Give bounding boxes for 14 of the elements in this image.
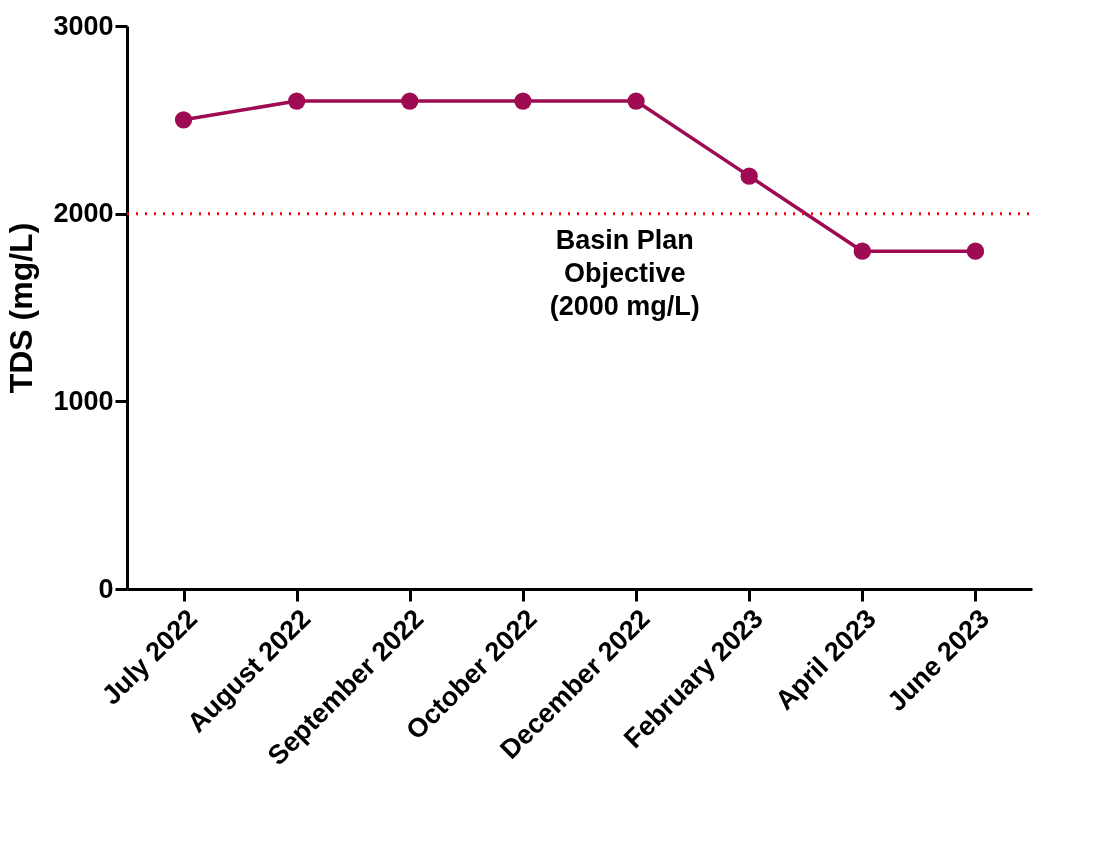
point xyxy=(514,92,532,110)
point xyxy=(401,92,419,110)
y-tick-label: 0 xyxy=(98,573,114,604)
y-axis-title: TDS (mg/L) xyxy=(3,222,40,394)
point xyxy=(966,242,985,260)
y-tick-label: 3000 xyxy=(53,10,114,41)
point xyxy=(740,167,758,185)
y-tick-label: 2000 xyxy=(53,198,114,229)
ref-line-label: Basin Plan Objective (2000 mg/L) xyxy=(549,224,700,321)
point xyxy=(627,92,645,110)
y-tick-label: 1000 xyxy=(53,385,114,416)
point xyxy=(174,111,193,129)
point xyxy=(853,242,871,260)
point xyxy=(288,92,306,110)
